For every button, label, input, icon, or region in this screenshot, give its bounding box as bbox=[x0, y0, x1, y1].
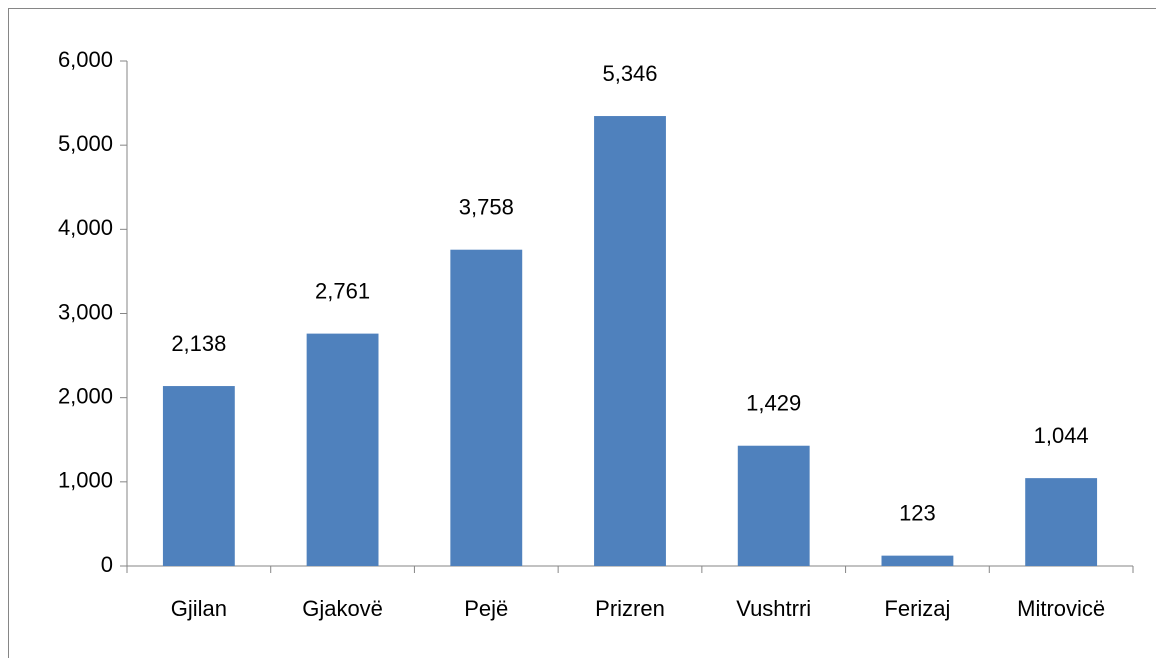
data-label: 3,758 bbox=[459, 195, 514, 220]
x-tick-label: Gjilan bbox=[171, 596, 227, 621]
y-tick-label: 4,000 bbox=[58, 215, 113, 240]
bar bbox=[594, 116, 666, 566]
x-tick-label: Gjakovë bbox=[302, 596, 383, 621]
x-tick-label: Pejë bbox=[464, 596, 508, 621]
x-tick-label: Vushtrri bbox=[736, 596, 811, 621]
y-tick-label: 1,000 bbox=[58, 468, 113, 493]
x-tick-label: Prizren bbox=[595, 596, 665, 621]
bar bbox=[307, 334, 379, 566]
y-tick-label: 5,000 bbox=[58, 131, 113, 156]
y-tick-label: 2,000 bbox=[58, 383, 113, 408]
data-label: 5,346 bbox=[602, 61, 657, 86]
bar bbox=[450, 250, 522, 566]
y-tick-label: 6,000 bbox=[58, 47, 113, 72]
data-label: 123 bbox=[899, 500, 936, 525]
data-label: 2,138 bbox=[171, 331, 226, 356]
bar bbox=[1025, 478, 1097, 566]
data-label: 1,429 bbox=[746, 391, 801, 416]
y-tick-label: 3,000 bbox=[58, 299, 113, 324]
data-label: 2,761 bbox=[315, 278, 370, 303]
x-tick-label: Mitrovicë bbox=[1017, 596, 1105, 621]
bar bbox=[738, 446, 810, 566]
data-label: 1,044 bbox=[1034, 423, 1089, 448]
bar bbox=[163, 386, 235, 566]
x-tick-label: Ferizaj bbox=[884, 596, 950, 621]
y-tick-label: 0 bbox=[101, 552, 113, 577]
bar bbox=[882, 556, 954, 566]
